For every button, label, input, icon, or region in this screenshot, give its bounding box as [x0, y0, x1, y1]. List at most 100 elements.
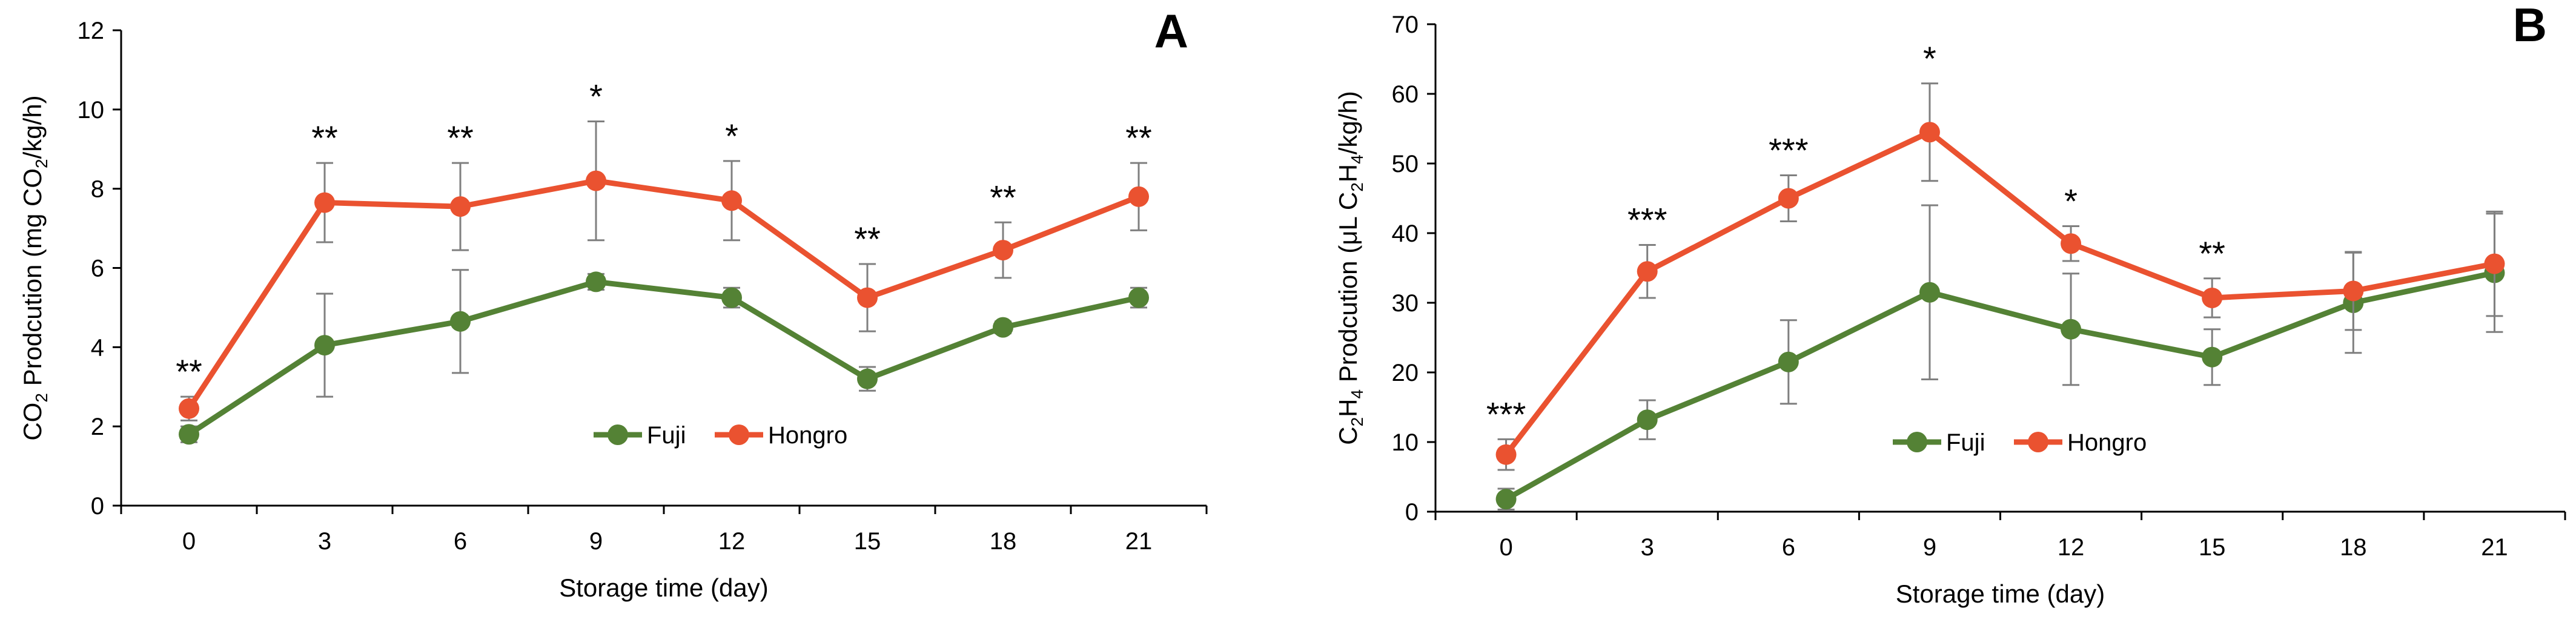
data-point: [314, 335, 335, 356]
data-point: [1919, 122, 1940, 143]
x-tick-label: 18: [2340, 534, 2367, 561]
significance-marker: *: [1923, 39, 1936, 78]
axis-title-subscript: 4: [1348, 154, 1366, 164]
data-point: [993, 317, 1013, 338]
data-point: [179, 424, 199, 445]
data-point: [1778, 188, 1799, 209]
x-tick-label: 15: [2199, 534, 2226, 561]
y-tick-label: 10: [1392, 429, 1419, 456]
y-tick-label: 4: [91, 334, 104, 361]
data-point: [2061, 319, 2082, 340]
significance-marker: **: [1125, 119, 1152, 157]
axis-title-part: /kg/h): [18, 95, 47, 159]
y-tick-label: 30: [1392, 290, 1419, 317]
x-tick-label: 9: [1923, 534, 1936, 561]
axis-title-part: H: [1334, 164, 1362, 182]
y-tick-label: 40: [1392, 220, 1419, 247]
data-point: [1919, 282, 1940, 303]
legend-label: Hongro: [768, 422, 847, 449]
legend-label: Fuji: [1946, 429, 1985, 456]
data-point: [721, 190, 742, 211]
axis-title-part: C: [1334, 426, 1362, 444]
data-point: [1778, 351, 1799, 372]
data-point: [2343, 280, 2364, 302]
data-point: [721, 287, 742, 308]
chart-panel-b: 0 10 20 30 40 50 60 70 0 3 6 9 12 15 18 21 Storage time …: [1334, 0, 2566, 608]
data-point: [993, 240, 1013, 261]
x-tick-label: 6: [1782, 534, 1795, 561]
data-point: [450, 196, 471, 217]
series-fuji: [179, 269, 1149, 445]
data-point: [1128, 287, 1149, 308]
series-line: [1505, 270, 2495, 502]
significance-marker: **: [854, 220, 881, 258]
y-tick-label: 20: [1392, 360, 1419, 386]
data-point: [1128, 186, 1149, 207]
axis-title-part: CO: [18, 403, 47, 441]
x-tick-label: 18: [990, 528, 1017, 555]
legend-label: Fuji: [647, 422, 686, 449]
legend-marker: [608, 424, 628, 445]
x-tick-label: 3: [318, 528, 331, 555]
y-tick-label: 2: [91, 414, 104, 440]
x-tick-label: 9: [589, 528, 603, 555]
x-tick-label: 6: [454, 528, 467, 555]
legend-marker: [729, 424, 749, 445]
panel-letter: A: [1154, 4, 1188, 58]
x-tick-label: 0: [1499, 534, 1512, 561]
data-point: [586, 170, 606, 191]
y-axis-title: C2H4 Prodcution (μL C2H4/kg/h): [1334, 91, 1366, 445]
data-point: [314, 192, 335, 213]
series-hongro: [179, 120, 1149, 421]
axis-title-part: Prodcution (mg CO: [18, 168, 47, 393]
x-tick-label: 15: [854, 528, 881, 555]
legend: Fuji Hongro: [594, 422, 847, 449]
x-tick-label: 21: [2481, 534, 2508, 561]
data-point: [1637, 261, 1658, 282]
significance-marker: **: [2199, 234, 2225, 272]
x-tick-label: 12: [2058, 534, 2085, 561]
data-point: [1495, 489, 1517, 510]
legend-marker: [2028, 432, 2048, 452]
y-tick-label: 10: [78, 97, 105, 124]
significance-marker: ***: [1627, 201, 1667, 239]
data-point: [586, 271, 606, 292]
data-point: [179, 398, 199, 419]
axis-title-subscript: 2: [1348, 182, 1366, 192]
significance-marker: *: [725, 117, 738, 155]
series-hongro: [1495, 82, 2505, 471]
data-point: [1495, 444, 1517, 465]
y-axis-title: CO2 Prodcution (mg CO2/kg/h): [18, 95, 51, 440]
y-tick-label: 0: [91, 493, 104, 520]
significance-marker: ***: [1486, 395, 1526, 433]
axis-title-subscript: 4: [1348, 389, 1366, 399]
series-line: [1503, 129, 2495, 457]
y-tick-label: 60: [1392, 81, 1419, 108]
series-line: [187, 279, 1139, 437]
significance-marker: ***: [1769, 131, 1808, 170]
axis-title-part: Prodcution (μL C: [1334, 192, 1362, 389]
legend-marker: [1907, 432, 1927, 452]
series-line: [187, 178, 1140, 411]
significance-marker: **: [176, 352, 202, 391]
x-axis-title: Storage time (day): [559, 573, 768, 602]
data-point: [1637, 409, 1658, 431]
axis-title-part: /kg/h): [1334, 91, 1362, 154]
data-point: [2484, 253, 2505, 274]
y-tick-label: 0: [1405, 499, 1419, 526]
data-point: [2061, 233, 2082, 254]
y-tick-label: 12: [78, 18, 105, 44]
significance-marker: **: [311, 119, 338, 157]
chart-panel-a: 0 2 4 6 8 10 12 0 3 6 9 12 15 18 21 Storage time (day) C…: [18, 4, 1208, 602]
y-tick-label: 8: [91, 176, 104, 203]
significance-marker: *: [2064, 182, 2078, 220]
y-tick-label: 50: [1392, 151, 1419, 177]
data-point: [450, 311, 471, 332]
x-tick-label: 21: [1125, 528, 1153, 555]
data-point: [857, 287, 878, 308]
x-tick-label: 3: [1641, 534, 1654, 561]
significance-marker: *: [589, 77, 603, 115]
axis-title-subscript: 2: [1348, 417, 1366, 427]
x-tick-label: 12: [718, 528, 746, 555]
